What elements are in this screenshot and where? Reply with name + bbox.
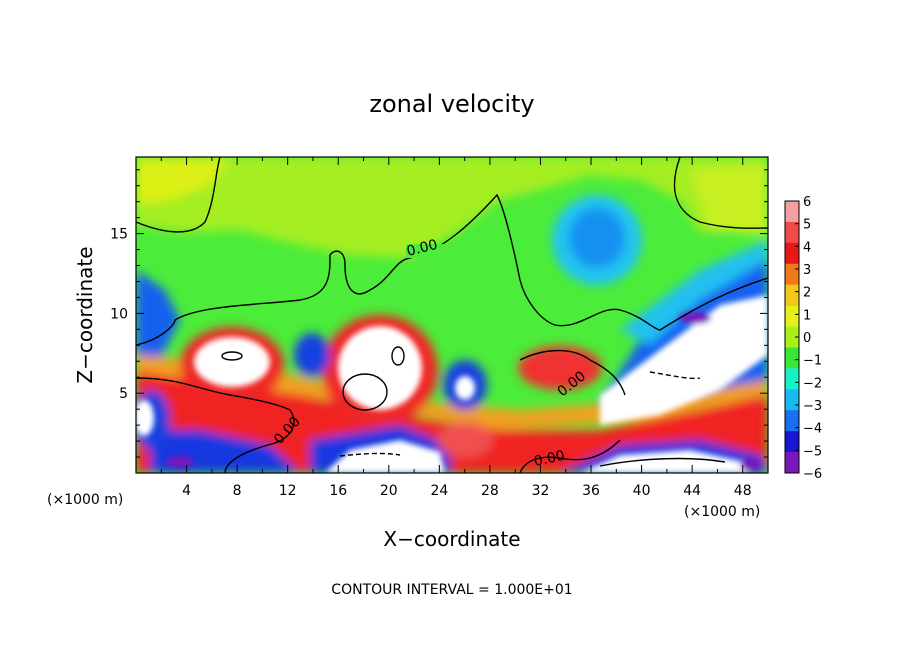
- contour-center-core: [342, 373, 388, 411]
- upper-yellow-region: [136, 157, 768, 258]
- plot-frame: [135, 156, 769, 474]
- right-white-region: [600, 295, 768, 425]
- lobe-blue-1: [294, 333, 330, 377]
- x-tick-label: 28: [481, 483, 499, 499]
- contour-zero-lower: [136, 377, 295, 473]
- x-units-label: (×1000 m): [47, 492, 123, 508]
- colorbar-swatch: [785, 452, 799, 474]
- chart-title: zonal velocity: [369, 90, 534, 118]
- colorbar-swatch: [785, 368, 799, 390]
- colorbar-swatch: [785, 326, 799, 348]
- small-red-blob: [437, 422, 493, 458]
- colorbar-label: −6: [803, 467, 822, 482]
- mid-red-blob: [518, 346, 602, 390]
- lobe-white-1: [455, 376, 475, 400]
- x-units-label-right: (×1000 m): [684, 504, 760, 520]
- colorbar-label: −2: [803, 376, 822, 391]
- contour-interval-note: CONTOUR INTERVAL = 1.000E+01: [331, 582, 572, 598]
- contour-center-small: [391, 346, 405, 366]
- top-left-yellow: [136, 157, 230, 205]
- x-axis: 4 8 12 16 20 24 28 32 36 40 44 48: [160, 157, 752, 499]
- x-tick-label: 16: [329, 483, 347, 499]
- purple-spot-2: [679, 312, 711, 324]
- contour-zero-bottom: [519, 439, 621, 473]
- colorbar-label: 2: [803, 286, 811, 301]
- colorbar-label: −3: [803, 399, 822, 414]
- lower-red-belt: [136, 370, 768, 473]
- x-tick-label: 32: [532, 483, 550, 499]
- colorbar-swatch: [785, 221, 799, 244]
- contour-bottom-right: [599, 457, 726, 467]
- contour-zero-mid: [519, 349, 626, 396]
- upper-blue-core: [569, 208, 625, 268]
- heatmap-field: 0.00 0.00 0.00 0.00: [136, 157, 768, 473]
- colorbar-swatch: [785, 201, 799, 223]
- x-tick-label: 40: [633, 483, 651, 499]
- x-axis-label: X−coordinate: [383, 527, 520, 551]
- x-tick-label: 48: [734, 483, 752, 499]
- x-tick-label: 44: [683, 483, 701, 499]
- colorbar-swatch: [785, 347, 799, 369]
- contour-left-core: [221, 351, 243, 361]
- colorbar-label: 6: [803, 195, 811, 210]
- colorbar-label: −1: [803, 354, 822, 369]
- bottom-white-mid: [325, 440, 445, 473]
- y-tick-label: 5: [119, 386, 128, 402]
- left-edge-white: [136, 400, 154, 436]
- purple-spot-1: [166, 456, 194, 468]
- colorbar-label: 1: [803, 308, 811, 323]
- colorbar-swatch: [785, 389, 799, 411]
- right-cyan-halo: [620, 240, 768, 345]
- left-white-core: [194, 337, 270, 387]
- colorbar-swatch: [785, 305, 799, 328]
- y-tick-label: 10: [110, 306, 128, 322]
- colorbar-swatch: [785, 263, 799, 286]
- colorbar-label: 3: [803, 263, 811, 278]
- colorbar-label: −5: [803, 444, 822, 459]
- contour-zero-top-right: [673, 157, 768, 229]
- y-tick-label: 15: [110, 227, 128, 243]
- contour-zero-upper: [136, 157, 221, 233]
- x-tick-label: 36: [582, 483, 600, 499]
- x-tick-label: 8: [233, 483, 242, 499]
- y-axis-label: Z−coordinate: [73, 246, 97, 383]
- purple-spot-3: [740, 459, 760, 471]
- colorbar-label: 0: [803, 331, 811, 346]
- bottom-white-right: [580, 450, 750, 473]
- x-tick-label: 24: [430, 483, 448, 499]
- contour-label: 0.00: [533, 448, 567, 470]
- colorbar-swatch: [785, 410, 799, 432]
- colorbar-label: 5: [803, 218, 811, 233]
- contour-label: 0.00: [405, 237, 439, 260]
- colorbar-label: −4: [803, 422, 822, 437]
- colorbar-swatch: [785, 431, 799, 453]
- x-tick-label: 12: [279, 483, 297, 499]
- x-tick-label: 4: [182, 483, 191, 499]
- y-axis: 5 10 15: [110, 169, 768, 458]
- colorbar-swatch: [785, 284, 799, 307]
- x-tick-label: 20: [380, 483, 398, 499]
- center-white-core: [338, 326, 422, 410]
- colorbar: 6 5 4 3 2 1 0 −1 −2 −3 −4 −5 −6: [784, 195, 822, 482]
- top-right-yellow: [690, 165, 768, 235]
- colorbar-label: 4: [803, 240, 811, 255]
- colorbar-swatch: [785, 242, 799, 265]
